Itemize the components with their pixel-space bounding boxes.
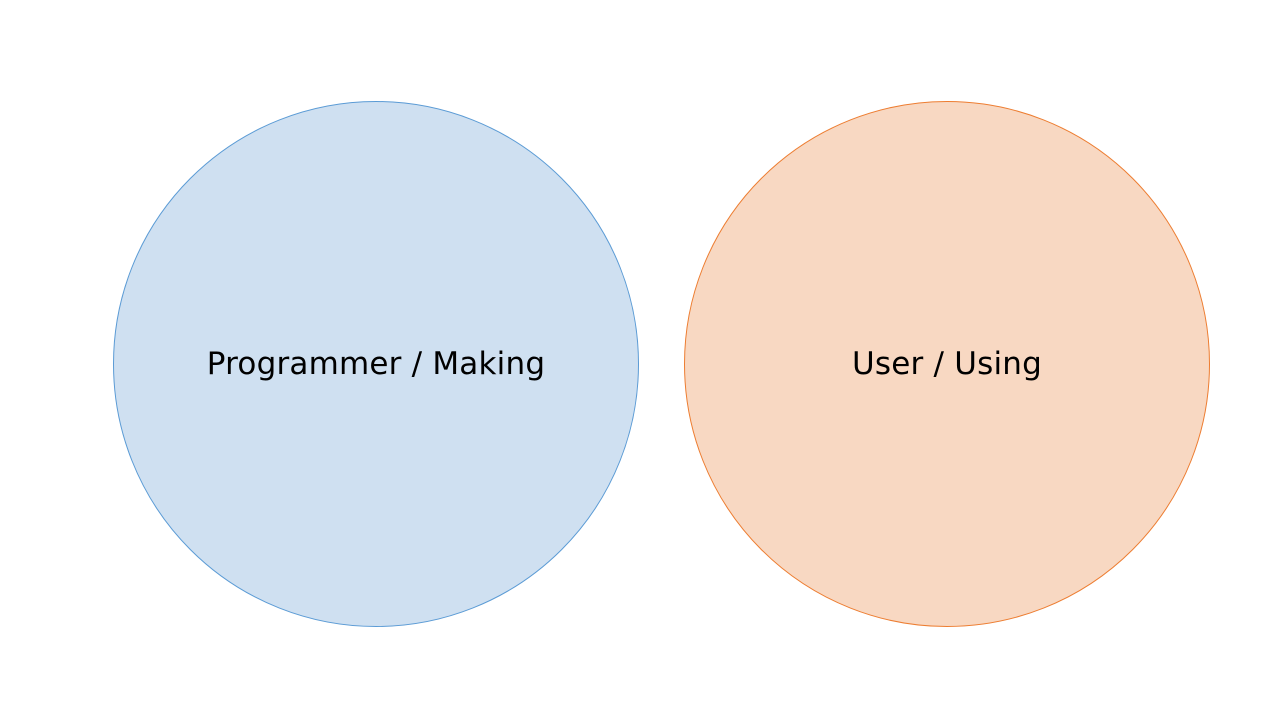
programmer-making-circle: Programmer / Making <box>113 101 639 627</box>
user-using-circle: User / Using <box>684 101 1210 627</box>
user-using-label: User / Using <box>852 346 1042 382</box>
programmer-making-label: Programmer / Making <box>206 346 546 382</box>
